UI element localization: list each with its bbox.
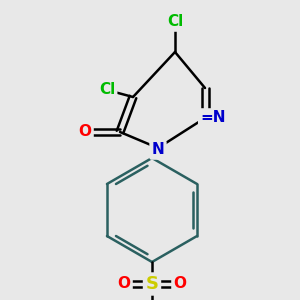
Text: Cl: Cl	[99, 82, 115, 98]
Text: N: N	[152, 142, 164, 158]
Text: S: S	[146, 275, 158, 293]
Text: =N: =N	[200, 110, 226, 125]
Text: O: O	[173, 277, 187, 292]
Text: Cl: Cl	[167, 14, 183, 29]
Text: O: O	[79, 124, 92, 140]
Text: O: O	[118, 277, 130, 292]
